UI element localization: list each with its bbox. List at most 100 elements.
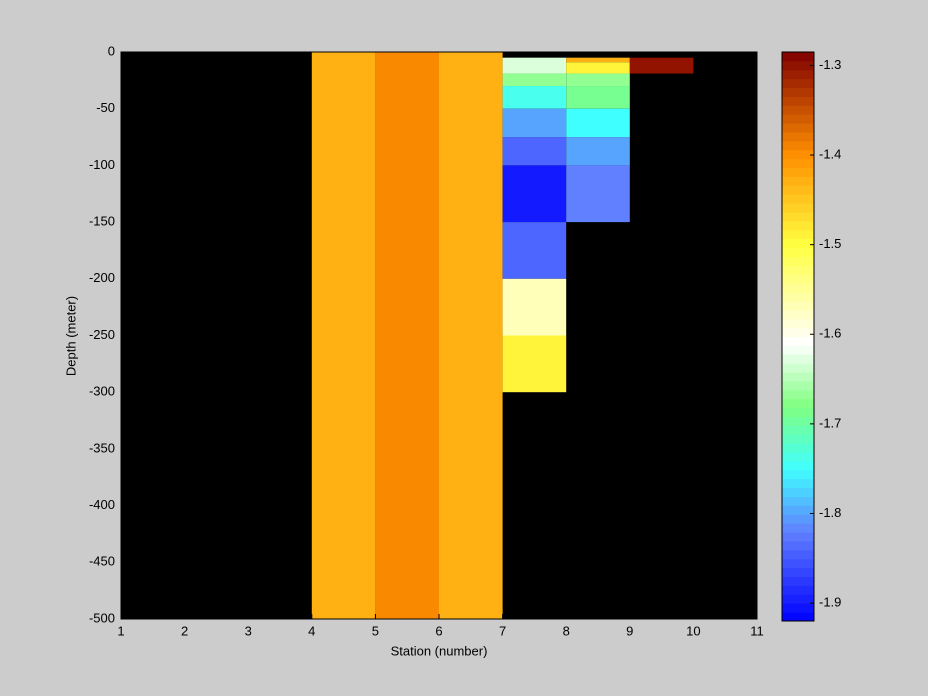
colorbar-step xyxy=(782,69,814,80)
y-tick-label: -350 xyxy=(89,440,115,455)
y-tick-label: -450 xyxy=(89,554,115,569)
heatmap-cell xyxy=(502,73,567,87)
colorbar-step xyxy=(782,478,814,489)
colorbar-step xyxy=(782,229,814,240)
colorbar-step xyxy=(782,203,814,213)
colorbar-step xyxy=(782,594,814,604)
colorbar-step xyxy=(782,247,814,257)
colorbar-step xyxy=(782,540,814,551)
colorbar-step xyxy=(782,87,814,97)
heatmap-cell xyxy=(566,73,630,87)
heatmap-cell xyxy=(502,222,567,279)
heatmap-cell xyxy=(502,137,567,166)
heatmap-cell xyxy=(502,335,567,393)
colorbar-step xyxy=(782,425,814,435)
colorbar-step xyxy=(782,194,814,204)
colorbar-step xyxy=(782,523,814,533)
colorbar-step xyxy=(782,380,814,391)
colorbar-step xyxy=(782,443,814,453)
colorbar-tick-label: -1.5 xyxy=(819,236,841,251)
heatmap-cell xyxy=(502,278,567,336)
colorbar-step xyxy=(782,318,814,329)
heatmap-cell xyxy=(566,165,630,223)
heatmap-cell xyxy=(502,108,567,138)
heatmap-cell xyxy=(311,52,376,619)
heatmap-cell xyxy=(439,52,503,619)
colorbar-step xyxy=(782,52,814,62)
colorbar-step xyxy=(782,514,814,524)
colorbar-tick-label: -1.3 xyxy=(819,57,841,72)
colorbar-tick-label: -1.4 xyxy=(819,146,841,161)
colorbar-step xyxy=(782,105,814,115)
colorbar-step xyxy=(782,265,814,275)
x-axis-label: Station (number) xyxy=(391,643,488,658)
colorbar-step xyxy=(782,416,814,426)
colorbar-step xyxy=(782,96,814,106)
colorbar-step xyxy=(782,176,814,186)
y-tick-label: -300 xyxy=(89,384,115,399)
heatmap-cell xyxy=(566,62,630,74)
colorbar-tick-label: -1.8 xyxy=(819,505,841,520)
colorbar-step xyxy=(782,336,814,346)
colorbar-step xyxy=(782,354,814,364)
colorbar-step xyxy=(782,212,814,222)
colorbar-step xyxy=(782,487,814,498)
heatmap-cell xyxy=(566,86,630,109)
colorbar-step xyxy=(782,60,814,71)
colorbar-step xyxy=(782,167,814,177)
colorbar-step xyxy=(782,372,814,382)
colorbar-step xyxy=(782,292,814,302)
x-tick-label: 5 xyxy=(372,623,379,638)
colorbar-step xyxy=(782,345,814,355)
y-tick-label: -50 xyxy=(96,100,115,115)
colorbar-step xyxy=(782,505,814,515)
y-tick-label: -100 xyxy=(89,157,115,172)
colorbar-step xyxy=(782,78,814,89)
colorbar-step xyxy=(782,407,814,418)
heatmap-cell xyxy=(566,108,630,138)
colorbar-step xyxy=(782,283,814,293)
x-tick-label: 11 xyxy=(750,623,764,638)
x-tick-label: 8 xyxy=(563,623,570,638)
colorbar-step xyxy=(782,532,814,542)
heatmap-cell xyxy=(502,86,567,109)
y-tick-label: -200 xyxy=(89,270,115,285)
heatmap-cell xyxy=(566,57,630,63)
colorbar-tick-label: -1.9 xyxy=(819,595,841,610)
y-tick-label: -400 xyxy=(89,497,115,512)
colorbar-step xyxy=(782,123,814,133)
heatmap-cell xyxy=(502,165,567,223)
y-axis-label: Depth (meter) xyxy=(63,296,78,376)
colorbar-step xyxy=(782,238,814,249)
y-tick-label: -500 xyxy=(89,610,115,625)
colorbar-step xyxy=(782,576,814,586)
colorbar-step xyxy=(782,398,814,409)
y-tick-label: -250 xyxy=(89,327,115,342)
colorbar-tick-label: -1.6 xyxy=(819,326,841,341)
colorbar-step xyxy=(782,220,814,231)
colorbar-step xyxy=(782,158,814,169)
colorbar-step xyxy=(782,114,814,124)
y-tick-label: 0 xyxy=(108,43,115,58)
x-tick-label: 1 xyxy=(117,623,124,638)
heatmap-cell xyxy=(375,52,439,619)
colorbar-step xyxy=(782,567,814,578)
x-tick-label: 2 xyxy=(181,623,188,638)
y-tick-label: -150 xyxy=(89,214,115,229)
colorbar-step xyxy=(782,309,814,320)
colorbar-step xyxy=(782,558,814,569)
x-tick-label: 4 xyxy=(308,623,315,638)
colorbar-step xyxy=(782,300,814,311)
heatmap-cell xyxy=(502,57,567,74)
x-tick-label: 9 xyxy=(626,623,633,638)
colorbar-frame xyxy=(781,51,815,622)
colorbar-step xyxy=(782,460,814,471)
colorbar-step xyxy=(782,612,814,622)
colorbar-step xyxy=(782,496,814,506)
colorbar-step xyxy=(782,469,814,480)
heatmap-cell xyxy=(566,137,630,166)
colorbar-tick-label: -1.7 xyxy=(819,415,841,430)
x-tick-label: 7 xyxy=(499,623,506,638)
colorbar-step xyxy=(782,389,814,400)
